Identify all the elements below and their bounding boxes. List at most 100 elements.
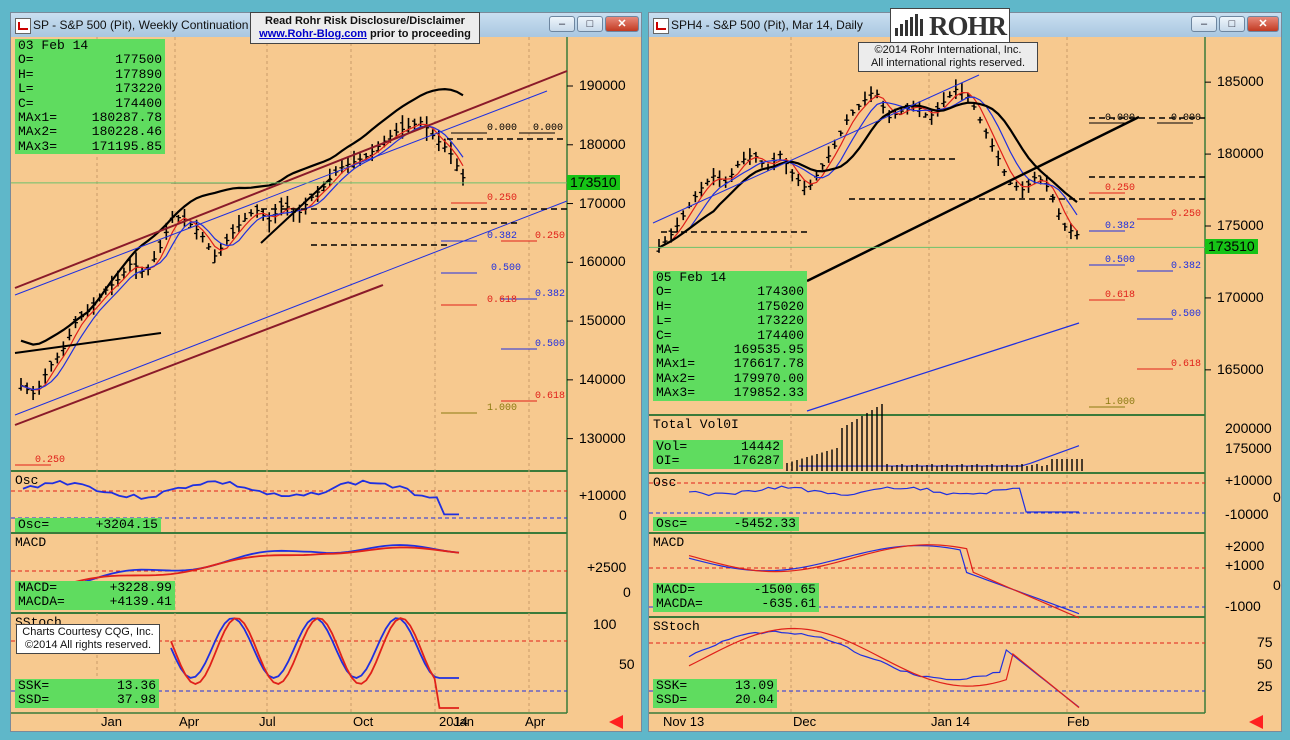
info-value: 169535.95 <box>733 342 804 358</box>
info-key: 03 Feb 14 <box>18 38 89 53</box>
info-value: +3204.15 <box>95 517 158 532</box>
logo-word: ROHR <box>929 11 1007 41</box>
fib-level-label: 0.250 <box>35 455 65 466</box>
right-osc-value-box: Osc= -5452.33 <box>653 516 799 532</box>
trend-line <box>14 284 384 426</box>
price-axis-label: 170000 <box>1217 288 1264 305</box>
time-axis-label: Oct <box>353 714 374 729</box>
info-key: OI= <box>656 453 680 469</box>
macd-axis-label: 0 <box>623 584 631 600</box>
courtesy-line-2: ©2014 All rights reserved. <box>24 639 152 651</box>
price-axis-label: 150000 <box>579 312 626 329</box>
info-value: -1500.65 <box>753 582 816 597</box>
time-axis-label: Feb <box>1067 714 1090 729</box>
maximize-button[interactable]: □ <box>1219 16 1245 32</box>
fib-level-label: 0.382 <box>535 289 565 300</box>
osc-axis-label: -10000 <box>1225 506 1269 522</box>
osc-axis-label: +10000 <box>1225 472 1273 488</box>
maximize-button[interactable]: □ <box>577 16 603 32</box>
osc-axis-label: +10000 <box>579 487 627 503</box>
info-value: 13.36 <box>116 678 156 693</box>
info-value: 14442 <box>740 439 780 454</box>
info-row: Vol= 14442 <box>656 439 780 454</box>
fib-level-label: 0.250 <box>487 193 517 204</box>
fib-level-label: 0.382 <box>1171 261 1201 272</box>
trend-line <box>14 70 568 289</box>
info-value: 177500 <box>115 52 162 68</box>
price-axis-bg <box>1205 37 1281 731</box>
rohr-blog-link[interactable]: www.Rohr-Blog.com <box>259 28 367 40</box>
time-axis-label: Jan 14 <box>931 714 971 729</box>
info-row: MAx2= 179970.00 <box>656 370 804 386</box>
info-key: C= <box>18 95 34 111</box>
info-value: 176617.78 <box>733 356 804 372</box>
sstoch-pane-label: SStoch <box>653 619 700 634</box>
sstoch-line <box>688 627 1080 709</box>
volume-pane-label: Total Vol0I <box>653 417 739 432</box>
info-value: 179852.33 <box>733 385 804 401</box>
info-row: OI= 176287 <box>656 453 780 469</box>
volume-line <box>799 445 1080 467</box>
fib-level-label: 0.250 <box>535 231 565 242</box>
close-button[interactable]: ✕ <box>605 16 639 32</box>
time-axis-label: Jan <box>101 714 122 729</box>
sstoch-axis-label: 100 <box>593 616 617 632</box>
scroll-left-arrow[interactable] <box>609 715 623 729</box>
fib-level-label: 0.000 <box>533 123 563 134</box>
info-key: L= <box>656 313 672 329</box>
info-key: SSD= <box>656 692 688 708</box>
fib-level-label: 1.000 <box>487 403 517 414</box>
info-row: C= 174400 <box>656 327 804 343</box>
trend-line <box>14 90 548 296</box>
scroll-left-arrow[interactable] <box>1249 715 1263 729</box>
chart-app-icon <box>15 18 31 34</box>
info-row: MACDA= +4139.41 <box>18 594 172 610</box>
minimize-button[interactable]: – <box>549 16 575 32</box>
macd-axis-label: -1000 <box>1225 598 1261 614</box>
info-row: H= 177890 <box>18 66 162 82</box>
info-value: 180228.46 <box>91 124 162 140</box>
price-axis-label: 190000 <box>579 77 626 93</box>
info-key: O= <box>18 52 34 68</box>
fib-level-label: 0.618 <box>1105 290 1135 301</box>
left-osc-value-box: Osc= +3204.15 <box>15 517 161 533</box>
info-row: 05 Feb 14 <box>656 270 804 285</box>
info-row: H= 175020 <box>656 298 804 314</box>
fib-level-label: 0.618 <box>1171 359 1201 370</box>
trend-line <box>14 332 162 354</box>
info-key: MACDA= <box>18 594 65 610</box>
info-row: SSK= 13.09 <box>656 678 774 693</box>
sstoch-line <box>688 630 1080 708</box>
macd-axis-label: +2000 <box>1225 538 1265 554</box>
info-row: MAx2= 180228.46 <box>18 124 162 140</box>
info-value: 175020 <box>757 298 804 314</box>
moving-average-black <box>658 101 1078 249</box>
info-row: O= 177500 <box>18 52 162 68</box>
fib-level-label: 0.000 <box>1105 113 1135 124</box>
osc-axis-label: 0 <box>1273 489 1281 505</box>
fib-level-label: 0.618 <box>535 391 565 402</box>
info-value: 37.98 <box>116 692 156 708</box>
trend-line <box>806 322 1080 412</box>
fib-level-label: 0.250 <box>1105 183 1135 194</box>
close-button[interactable]: ✕ <box>1247 16 1279 32</box>
sstoch-axis-label: 75 <box>1257 634 1273 650</box>
info-value: 171195.85 <box>91 138 162 154</box>
sstoch-axis-label: 50 <box>619 656 635 672</box>
volume-axis-label: 200000 <box>1225 420 1272 436</box>
price-axis-label: 130000 <box>579 429 626 446</box>
info-key: MACD= <box>18 580 58 595</box>
left-ohlc-info-box: 03 Feb 14 O= 177500 H= 177890 L= 173220 C= 17440… <box>15 38 165 155</box>
price-axis-label: 180000 <box>579 135 626 152</box>
info-key: L= <box>18 81 34 97</box>
moving-average-blue <box>658 96 1078 249</box>
trend-line <box>14 200 568 416</box>
copyright-line-2: All international rights reserved. <box>870 57 1026 69</box>
info-key: MAx2= <box>656 370 696 386</box>
info-row: Osc= +3204.15 <box>18 517 158 532</box>
minimize-button[interactable]: – <box>1191 16 1217 32</box>
moving-average-red <box>20 123 464 391</box>
info-key: C= <box>656 327 672 343</box>
info-key: H= <box>18 66 34 82</box>
info-key: MACD= <box>656 582 696 597</box>
